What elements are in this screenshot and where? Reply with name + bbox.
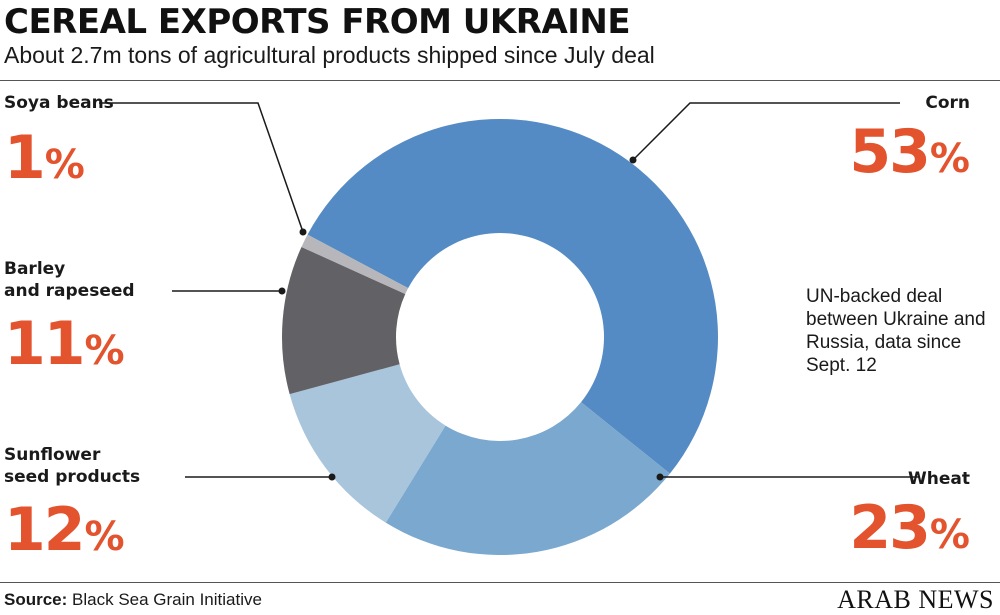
pct-value: 12	[4, 495, 85, 565]
leader-dot-wheat	[656, 473, 664, 481]
label-soya-beans: Soya beans	[4, 93, 114, 113]
leader-dot-barley	[278, 287, 286, 295]
label-wheat: Wheat	[908, 469, 970, 489]
leader-dot-sunflower	[328, 473, 336, 481]
donut-slice-wheat	[385, 402, 670, 555]
source-label: Source:	[4, 590, 68, 609]
footer-divider	[0, 582, 1000, 583]
pct-sunflower: 12%	[4, 500, 125, 560]
donut-slices	[281, 118, 718, 555]
label-line: Sunflower	[4, 445, 101, 465]
pct-sign: %	[929, 512, 970, 558]
pct-value: 23	[849, 493, 930, 563]
leader-dot-soya	[299, 228, 307, 236]
label-line: Barley	[4, 259, 66, 279]
label-sunflower: Sunflower seed products	[4, 444, 140, 488]
brand-logo: ARAB NEWS	[837, 585, 994, 614]
pct-value: 53	[849, 117, 930, 187]
label-barley-rapeseed: Barley and rapeseed	[4, 258, 135, 302]
pct-sign: %	[84, 328, 125, 374]
donut-slice-corn	[307, 118, 718, 474]
label-line: seed products	[4, 467, 141, 487]
label-corn: Corn	[925, 93, 970, 113]
pct-corn: 53%	[849, 122, 970, 182]
leader-dot-corn	[629, 156, 637, 164]
leader-line-corn	[632, 102, 900, 161]
donut-slice-barley-and-rapeseed	[281, 246, 406, 395]
pct-soya-beans: 1%	[4, 128, 85, 188]
pct-value: 11	[4, 309, 85, 379]
pct-sign: %	[44, 142, 85, 188]
leader-lines	[99, 102, 920, 478]
pct-wheat: 23%	[849, 498, 970, 558]
pct-sign: %	[84, 514, 125, 560]
chart-subtitle: About 2.7m tons of agricultural products…	[4, 42, 655, 68]
source-line: Source: Black Sea Grain Initiative	[4, 590, 262, 610]
donut-slice-soya-beans	[301, 234, 409, 295]
header-divider	[0, 80, 1000, 81]
chart-note: UN-backed deal between Ukraine and Russi…	[806, 286, 986, 376]
donut-slice-sunflower-seed-products	[289, 364, 446, 523]
pct-value: 1	[4, 123, 46, 193]
chart-title: CEREAL EXPORTS FROM UKRAINE	[4, 2, 631, 42]
leader-dots	[278, 156, 664, 481]
pct-sign: %	[929, 136, 970, 182]
pct-barley-rapeseed: 11%	[4, 314, 125, 374]
label-line: and rapeseed	[4, 281, 135, 301]
leader-line-soya	[99, 102, 304, 233]
source-text: Black Sea Grain Initiative	[67, 590, 262, 609]
